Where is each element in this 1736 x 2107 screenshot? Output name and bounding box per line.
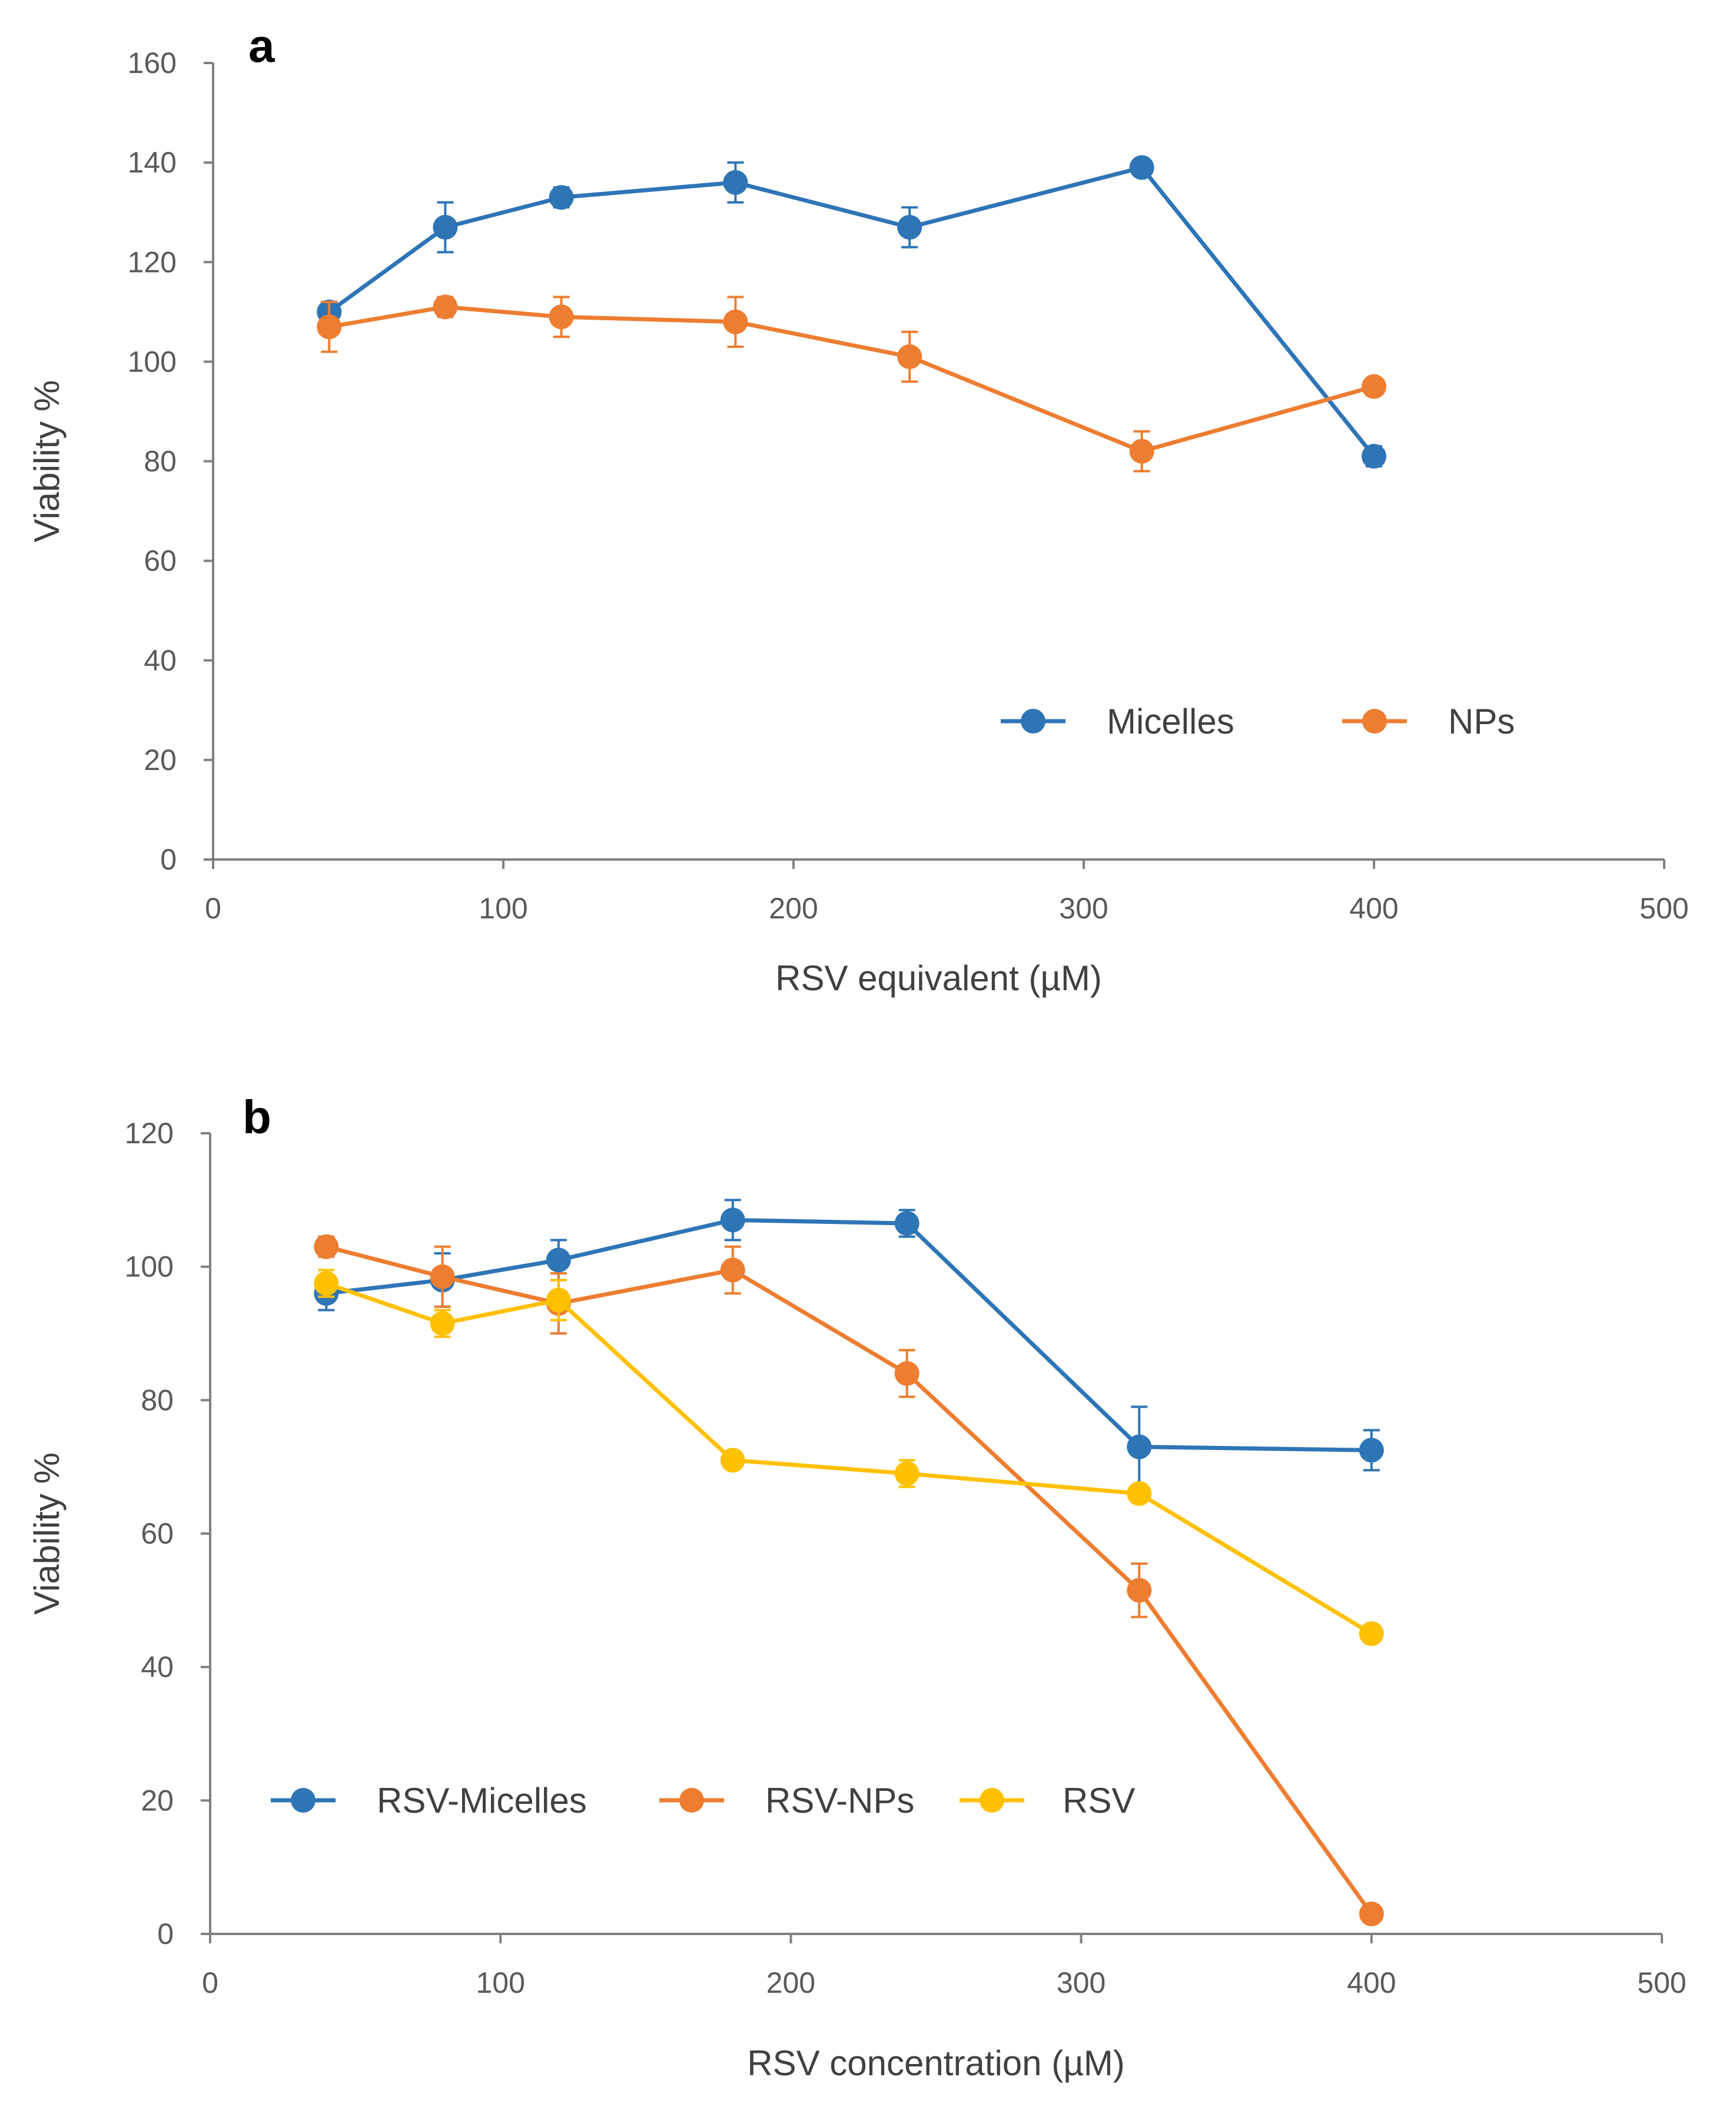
y-tick-label: 140	[128, 146, 177, 179]
data-point	[433, 215, 458, 240]
data-point	[546, 1288, 571, 1313]
y-tick-label: 80	[144, 445, 177, 478]
legend-marker	[291, 1788, 316, 1813]
y-tick-label: 60	[144, 545, 177, 578]
y-axis-title: Viability %	[27, 380, 67, 543]
panel-a: 0 20 40 60 80 100 120 140 160 0 100 200 300 400 500 RSV…	[27, 19, 1689, 998]
x-tick-label: 200	[769, 892, 818, 925]
data-point	[1127, 1434, 1152, 1459]
x-tick-label: 0	[205, 892, 221, 925]
y-tick-label: 80	[141, 1383, 174, 1416]
x-tick-label: 400	[1347, 1966, 1396, 1999]
data-point	[723, 309, 748, 334]
series-micelles	[317, 155, 1386, 469]
data-point	[314, 1271, 339, 1296]
data-point	[897, 215, 922, 240]
y-tick-label: 40	[144, 644, 177, 677]
data-point	[894, 1361, 920, 1386]
legend-item: RSV-Micelles	[271, 1781, 587, 1820]
series-line	[328, 304, 1375, 454]
legend-marker	[679, 1788, 704, 1813]
series-rsv-micelles	[314, 1199, 1384, 1488]
data-point	[720, 1257, 745, 1283]
x-axis-title: RSV equivalent (µM)	[775, 958, 1102, 998]
legend-label: RSV-Micelles	[377, 1781, 587, 1820]
series-rsv-nps	[314, 1234, 1384, 1926]
y-tick-label: 20	[141, 1784, 174, 1817]
y-tick-label: 0	[157, 1917, 174, 1950]
series-line	[326, 1217, 1372, 1452]
legend-marker	[980, 1788, 1004, 1813]
legend-marker	[1021, 709, 1045, 734]
data-point	[549, 185, 574, 210]
data-point	[430, 1311, 455, 1336]
data-point	[720, 1448, 745, 1473]
y-tick-label: 0	[160, 843, 177, 876]
data-point	[1129, 155, 1154, 180]
data-point	[1359, 1902, 1384, 1926]
legend-item: NPs	[1342, 702, 1515, 741]
series-rsv	[314, 1269, 1384, 1646]
x-tick-label: 300	[1057, 1966, 1106, 1999]
data-point	[314, 1234, 339, 1259]
y-tick-label: 20	[144, 744, 177, 777]
panel-b: 0 20 40 60 80 100 120 0 100 200 300 400 500 RSV conce…	[27, 1091, 1687, 2083]
y-tick-label: 100	[128, 345, 177, 378]
panel-label: a	[248, 19, 275, 72]
y-axis-title: Viability %	[27, 1452, 67, 1615]
x-tick-label: 500	[1639, 892, 1688, 925]
legend-item: Micelles	[1001, 702, 1234, 741]
x-axis-title: RSV concentration (µM)	[747, 2043, 1124, 2083]
x-tick-label: 300	[1059, 892, 1108, 925]
data-point	[430, 1264, 455, 1289]
legend-item: RSV-NPs	[659, 1781, 914, 1820]
legend-label: RSV-NPs	[765, 1781, 914, 1820]
x-tick-label: 100	[476, 1966, 525, 1999]
y-tick-label: 40	[141, 1651, 174, 1684]
legend-marker	[1362, 709, 1387, 734]
data-point	[723, 170, 748, 195]
data-point	[1359, 1621, 1384, 1646]
legend-label: NPs	[1448, 702, 1515, 741]
data-point	[1362, 374, 1386, 399]
data-point	[720, 1207, 745, 1233]
data-point	[546, 1247, 571, 1273]
data-point	[894, 1461, 920, 1486]
data-point	[897, 344, 922, 369]
y-tick-label: 60	[141, 1517, 174, 1550]
y-tick-label: 100	[125, 1250, 174, 1283]
legend-item: RSV	[960, 1781, 1135, 1820]
data-point	[894, 1211, 920, 1236]
y-tick-label: 120	[128, 245, 177, 278]
data-point	[1127, 1578, 1152, 1603]
series-nps	[317, 294, 1386, 473]
data-point	[1129, 439, 1154, 464]
panel-label: b	[243, 1091, 271, 1143]
legend-label: Micelles	[1107, 702, 1234, 741]
x-tick-label: 100	[479, 892, 527, 925]
data-point	[549, 304, 574, 330]
x-tick-label: 0	[202, 1966, 218, 1999]
data-point	[1359, 1438, 1384, 1463]
x-tick-label: 200	[766, 1966, 815, 1999]
y-tick-label: 120	[125, 1117, 174, 1150]
data-point	[433, 294, 458, 320]
data-point	[1362, 444, 1386, 469]
series-line	[326, 1281, 1373, 1635]
y-tick-label: 160	[128, 47, 177, 79]
legend-label: RSV	[1063, 1781, 1135, 1820]
x-tick-label: 500	[1637, 1966, 1686, 1999]
data-point	[317, 314, 342, 340]
x-tick-label: 400	[1349, 892, 1398, 925]
data-point	[1127, 1481, 1152, 1506]
